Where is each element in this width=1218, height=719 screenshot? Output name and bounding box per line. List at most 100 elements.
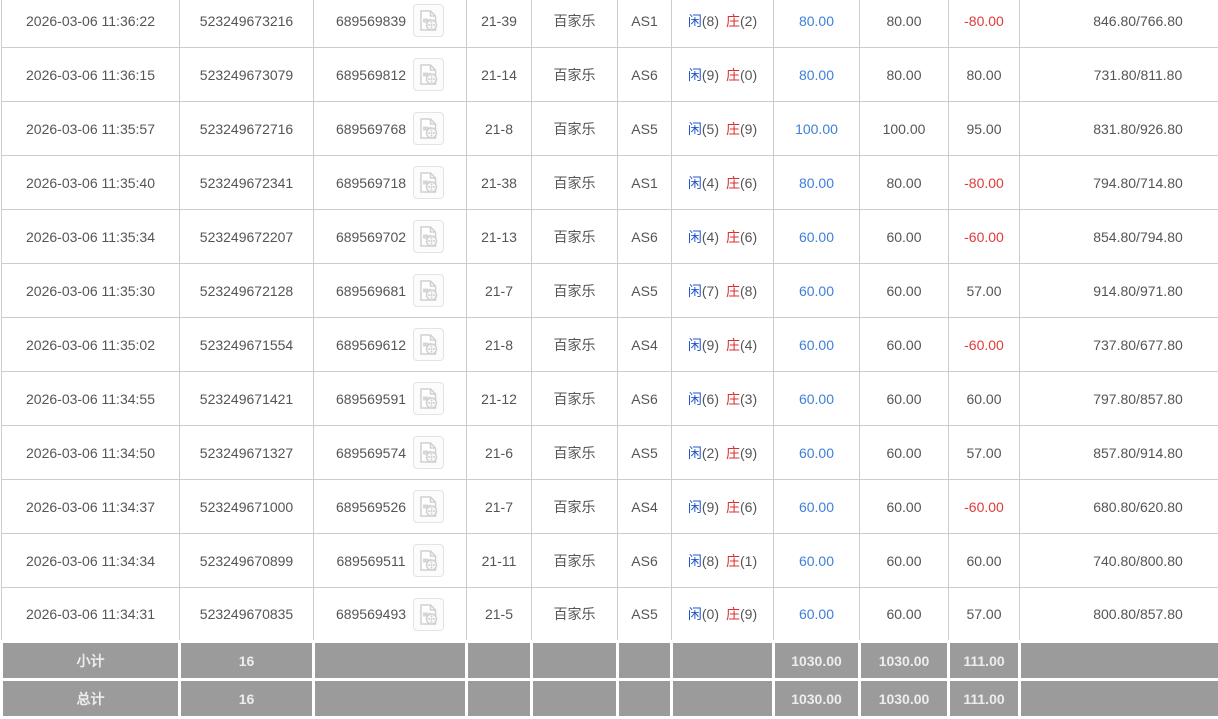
cell-win-loss: -60.00 — [949, 318, 1020, 372]
cell-bet-amount: 60.00 — [774, 588, 860, 642]
banker-label: 庄 — [726, 391, 740, 407]
video-replay-button[interactable] — [413, 328, 444, 361]
summary-row: 小计 16 1030.00 1030.00 111.00 — [2, 642, 1218, 680]
banker-label: 庄 — [726, 229, 740, 245]
cell-win-loss: -80.00 — [949, 0, 1020, 48]
cell-table-code: AS1 — [618, 156, 672, 210]
video-file-icon — [418, 603, 439, 626]
table-row: 2026-03-06 11:34:37 523249671000 6895695… — [2, 480, 1218, 534]
cell-bet-amount: 80.00 — [774, 48, 860, 102]
cell-table-code: AS5 — [618, 102, 672, 156]
cell-table-code: AS5 — [618, 426, 672, 480]
cell-table-code: AS6 — [618, 534, 672, 588]
summary-empty-cell — [618, 642, 672, 680]
game-id-text: 689569526 — [336, 499, 406, 515]
summary-count: 16 — [180, 642, 314, 680]
records-body: 2026-03-06 11:36:22 523249673216 6895698… — [2, 0, 1218, 642]
cell-round: 21-11 — [467, 534, 532, 588]
summary-empty-cell — [672, 642, 774, 680]
cell-win-loss: 57.00 — [949, 426, 1020, 480]
game-id-text: 689569493 — [336, 606, 406, 622]
cell-bet-time: 2026-03-06 11:35:40 — [2, 156, 180, 210]
cell-win-loss: 57.00 — [949, 588, 1020, 642]
banker-label: 庄 — [726, 606, 740, 622]
player-label: 闲 — [688, 499, 702, 515]
video-file-icon — [418, 117, 439, 140]
banker-label: 庄 — [726, 445, 740, 461]
video-replay-button[interactable] — [413, 166, 444, 199]
video-replay-button[interactable] — [413, 274, 444, 307]
cell-balance: 680.80/620.80 — [1020, 480, 1218, 534]
table-row: 2026-03-06 11:34:34 523249670899 6895695… — [2, 534, 1218, 588]
cell-bet-time: 2026-03-06 11:36:22 — [2, 0, 180, 48]
cell-balance: 831.80/926.80 — [1020, 102, 1218, 156]
table-row: 2026-03-06 11:35:02 523249671554 6895696… — [2, 318, 1218, 372]
video-file-icon — [418, 63, 439, 86]
cell-win-loss: 60.00 — [949, 372, 1020, 426]
player-label: 闲 — [688, 13, 702, 29]
summary-empty-cell — [532, 642, 618, 680]
banker-label: 庄 — [726, 121, 740, 137]
cell-bet-time: 2026-03-06 11:34:34 — [2, 534, 180, 588]
banker-score: (1) — [740, 553, 757, 569]
cell-round: 21-7 — [467, 264, 532, 318]
table-row: 2026-03-06 11:35:30 523249672128 6895696… — [2, 264, 1218, 318]
banker-score: (4) — [740, 337, 757, 353]
player-score: (6) — [702, 391, 719, 407]
cell-order-id: 523249671554 — [180, 318, 314, 372]
video-file-icon — [418, 441, 439, 464]
cell-game-id: 689569718 — [314, 156, 467, 210]
cell-bet-time: 2026-03-06 11:35:30 — [2, 264, 180, 318]
cell-round: 21-13 — [467, 210, 532, 264]
summary-empty-cell — [1020, 642, 1218, 680]
cell-bet-amount: 60.00 — [774, 480, 860, 534]
cell-game-name: 百家乐 — [532, 0, 618, 48]
cell-valid-amount: 60.00 — [860, 480, 949, 534]
cell-round: 21-39 — [467, 0, 532, 48]
cell-game-name: 百家乐 — [532, 588, 618, 642]
cell-valid-amount: 80.00 — [860, 0, 949, 48]
summary-label: 小计 — [2, 642, 180, 680]
summary-label: 总计 — [2, 680, 180, 718]
video-replay-button[interactable] — [413, 436, 444, 469]
video-replay-button[interactable] — [413, 490, 444, 523]
video-replay-button[interactable] — [413, 382, 444, 415]
banker-score: (6) — [740, 175, 757, 191]
cell-win-loss: -60.00 — [949, 480, 1020, 534]
cell-balance: 854.80/794.80 — [1020, 210, 1218, 264]
cell-valid-amount: 80.00 — [860, 48, 949, 102]
summary-bet-total: 1030.00 — [774, 642, 860, 680]
video-replay-button[interactable] — [413, 4, 444, 37]
cell-balance: 914.80/971.80 — [1020, 264, 1218, 318]
video-file-icon — [418, 333, 439, 356]
cell-result: 闲(2)庄(9) — [672, 426, 774, 480]
player-label: 闲 — [688, 606, 702, 622]
cell-win-loss: 95.00 — [949, 102, 1020, 156]
video-replay-button[interactable] — [413, 598, 444, 631]
video-replay-button[interactable] — [413, 58, 444, 91]
banker-label: 庄 — [726, 67, 740, 83]
cell-result: 闲(4)庄(6) — [672, 210, 774, 264]
cell-round: 21-8 — [467, 102, 532, 156]
video-replay-button[interactable] — [413, 544, 444, 577]
cell-result: 闲(5)庄(9) — [672, 102, 774, 156]
video-file-icon — [418, 495, 439, 518]
cell-order-id: 523249671327 — [180, 426, 314, 480]
cell-game-id: 689569702 — [314, 210, 467, 264]
table-row: 2026-03-06 11:36:22 523249673216 6895698… — [2, 0, 1218, 48]
cell-result: 闲(6)庄(3) — [672, 372, 774, 426]
cell-game-name: 百家乐 — [532, 156, 618, 210]
cell-valid-amount: 80.00 — [860, 156, 949, 210]
cell-bet-amount: 60.00 — [774, 426, 860, 480]
cell-bet-time: 2026-03-06 11:34:55 — [2, 372, 180, 426]
summary-winloss-total: 111.00 — [949, 680, 1020, 718]
banker-score: (9) — [740, 121, 757, 137]
cell-round: 21-8 — [467, 318, 532, 372]
video-replay-button[interactable] — [413, 220, 444, 253]
cell-game-id: 689569612 — [314, 318, 467, 372]
cell-result: 闲(4)庄(6) — [672, 156, 774, 210]
video-replay-button[interactable] — [413, 112, 444, 145]
cell-order-id: 523249673216 — [180, 0, 314, 48]
cell-round: 21-7 — [467, 480, 532, 534]
cell-valid-amount: 60.00 — [860, 426, 949, 480]
